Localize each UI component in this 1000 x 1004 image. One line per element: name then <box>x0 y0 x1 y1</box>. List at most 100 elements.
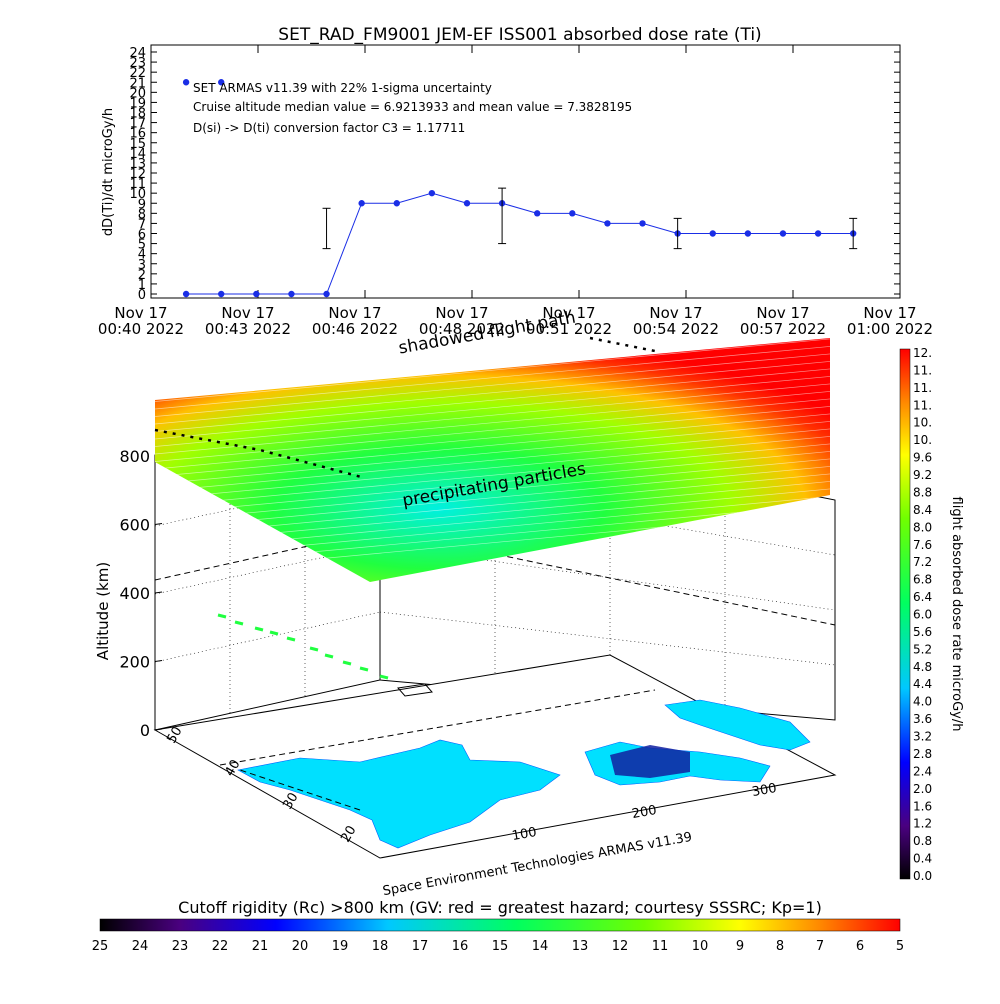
cutoff-colorbar-tick-label: 24 <box>132 939 149 954</box>
altitude-axis-label: Altitude (km) <box>94 562 112 660</box>
cutoff-colorbar-tick-label: 9 <box>736 939 744 954</box>
dose-colorbar <box>899 348 911 880</box>
cutoff-colorbar-tick-label: 6 <box>856 939 864 954</box>
top-y-tick-label: 6 <box>138 228 146 243</box>
series-point <box>779 230 787 237</box>
dose-colorbar-tick-label: 7.2 <box>913 555 932 569</box>
series-point <box>428 189 436 197</box>
cutoff-colorbar-tick-label: 12 <box>612 939 629 954</box>
cutoff-colorbar-tick-label: 17 <box>412 939 429 954</box>
altitude-tick-label: 400 <box>119 584 150 603</box>
dose-colorbar-tick-label: 5.6 <box>913 625 932 639</box>
series-point <box>182 290 190 298</box>
cutoff-colorbar-tick-label: 7 <box>816 939 824 954</box>
altitude-tick-label: 600 <box>119 516 150 535</box>
top-y-tick-label: 9 <box>138 197 146 212</box>
flight-path-projection <box>217 613 389 680</box>
altitude-tick-label: 0 <box>140 721 150 740</box>
series-point <box>393 200 400 207</box>
dose-rate-slab <box>154 336 830 582</box>
slab-streak <box>155 382 830 448</box>
series-point <box>604 220 611 227</box>
map-base-plane <box>153 654 837 859</box>
series-point <box>709 230 716 237</box>
annotation-line-1: SET ARMAS v11.39 with 22% 1-sigma uncert… <box>193 81 492 95</box>
slab-streak <box>155 420 830 485</box>
top-x-tick-sublabel: 01:00 2022 <box>847 320 933 338</box>
dose-colorbar-tick-label: 8.4 <box>913 503 932 517</box>
series-point <box>639 220 646 227</box>
slab-streak <box>155 412 830 478</box>
dose-colorbar-tick-label: 0.0 <box>913 869 932 883</box>
top-x-tick-label: Nov 17 <box>435 304 488 322</box>
dose-colorbar-tick-label: 12. <box>913 346 932 360</box>
top-x-tick-sublabel: 00:46 2022 <box>312 320 398 338</box>
top-annotations: SET ARMAS v11.39 with 22% 1-sigma uncert… <box>193 81 632 135</box>
top-y-tick-label: 12 <box>129 167 146 182</box>
dose-colorbar-tick-label: 6.8 <box>913 573 932 587</box>
slab-streak <box>155 352 830 418</box>
top-x-tick-label: Nov 17 <box>542 304 595 322</box>
altitude-tick-mark <box>154 523 163 525</box>
legend-point <box>182 79 190 86</box>
slab-streak <box>155 405 830 470</box>
slab-streak <box>155 465 830 530</box>
dose-colorbar-tick-label: 8.8 <box>913 485 932 499</box>
series-line <box>186 192 854 295</box>
top-x-tick-label: Nov 17 <box>328 304 381 322</box>
series-point <box>323 290 330 298</box>
dose-colorbar-tick-label: 10. <box>913 433 932 447</box>
top-x-tick-sublabel: 00:54 2022 <box>633 320 719 338</box>
top-x-tick-sublabel: 00:57 2022 <box>740 320 826 338</box>
floor-y-tick-label: 50 <box>164 724 185 746</box>
floor-x-ticks: 100 200 300 <box>511 781 778 844</box>
series-point <box>744 230 752 237</box>
top-y-tick-label: 13 <box>129 157 146 172</box>
cutoff-colorbar-tick-label: 8 <box>776 939 784 954</box>
series-point <box>358 200 365 207</box>
top-y-tick-label: 7 <box>138 217 146 232</box>
top-y-tick-label: 5 <box>138 238 146 253</box>
top-chart-title: SET_RAD_FM9001 JEM-EF ISS001 absorbed do… <box>278 25 761 45</box>
cutoff-colorbar-tick-label: 20 <box>292 939 309 954</box>
top-x-tick-sublabel: 00:43 2022 <box>205 320 291 338</box>
dose-colorbar-tick-label: 2.8 <box>913 747 932 761</box>
floor-y-tick-label: 20 <box>338 823 359 845</box>
floor-x-tick-label: 300 <box>751 781 778 800</box>
aircraft-marker <box>397 683 433 697</box>
top-x-tick-label: Nov 17 <box>863 304 916 322</box>
dose-colorbar-tick-label: 1.6 <box>913 799 932 813</box>
top-y-tick-label: 19 <box>129 96 146 111</box>
top-x-tick-sublabel: 00:48 2022 <box>419 320 505 338</box>
slab-streak <box>155 397 830 463</box>
annotation-line-3: D(si) -> D(ti) conversion factor C3 = 1.… <box>193 121 465 135</box>
cutoff-colorbar-tick-label: 22 <box>212 939 229 954</box>
altitude-tick-label: 800 <box>119 447 150 466</box>
top-x-tick-label: Nov 17 <box>756 304 809 322</box>
top-plot-frame <box>150 44 901 299</box>
dose-colorbar-tick-label: 0.4 <box>913 852 932 866</box>
legend-point <box>218 79 225 86</box>
cutoff-colorbar-ticks: 25 24 23 22 21 20 19 18 17 16 15 14 13 12 11 10 9 8 7 6 5 <box>92 939 904 954</box>
top-y-tick-label: 24 <box>129 46 146 61</box>
dose-colorbar-tick-label: 9.2 <box>913 468 932 482</box>
top-y-tick-label: 2 <box>138 268 146 283</box>
slab-streak <box>155 390 830 455</box>
cutoff-colorbar-tick-label: 25 <box>92 939 109 954</box>
slab-streak <box>155 442 830 508</box>
dose-colorbar-ticks: 0.0 0.4 0.8 1.2 1.6 2.0 2.4 2.8 3.2 3.6 4.0 4.4 4.8 5… <box>913 346 932 883</box>
altitude-ticks: 0 200 400 600 800 <box>119 447 163 740</box>
cutoff-colorbar-tick-label: 19 <box>332 939 349 954</box>
cutoff-colorbar-tick-label: 11 <box>652 939 669 954</box>
top-x-tick-sublabel: 00:40 2022 <box>98 320 184 338</box>
top-x-tick-label: Nov 17 <box>221 304 274 322</box>
dark-region <box>610 745 690 778</box>
cutoff-bar-title: Cutoff rigidity (Rc) >800 km (GV: red = … <box>178 898 822 917</box>
cutoff-colorbar-tick-label: 10 <box>692 939 709 954</box>
top-y-tick-label: 3 <box>138 258 146 273</box>
floor-y-tick-label: 40 <box>222 757 243 779</box>
landmass-west <box>237 739 561 849</box>
